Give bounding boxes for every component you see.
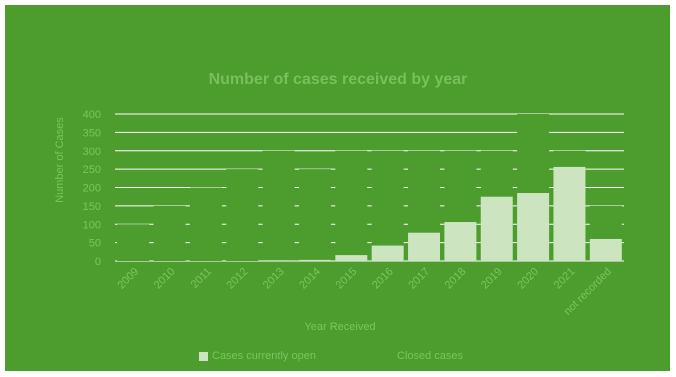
x-tick-label: 2009 xyxy=(116,266,142,292)
legend-item-open: Cases currently open xyxy=(199,350,316,362)
y-tick-label: 300 xyxy=(83,146,101,158)
legend-label-closed: Closed cases xyxy=(397,350,464,362)
x-tick-label: 2019 xyxy=(479,266,505,292)
y-axis-ticks: 0 50 100 150 200 250 300 350 400 xyxy=(83,109,101,268)
bar-closed-2011 xyxy=(189,187,222,261)
bar-closed-2013 xyxy=(262,150,295,261)
bar-open-2018 xyxy=(444,222,477,261)
x-axis-ticks: 2009 2010 2011 2012 2013 2014 2015 2016 2017 2018… xyxy=(116,266,614,318)
x-tick-label: 2020 xyxy=(515,266,541,292)
bar-open-2019 xyxy=(480,196,513,261)
bar-closed-2009 xyxy=(117,224,150,261)
bar-closed-2014 xyxy=(298,169,331,261)
legend-item-closed: Closed cases xyxy=(384,350,463,362)
legend: Cases currently open Closed cases xyxy=(0,350,676,366)
bar-closed-2016 xyxy=(371,150,404,261)
bar-open-not-recorded xyxy=(589,238,622,261)
y-tick-label: 0 xyxy=(95,256,101,268)
chart-title: Number of cases received by year xyxy=(208,71,468,88)
y-tick-label: 50 xyxy=(89,238,101,250)
bar-open-2015 xyxy=(335,255,368,261)
x-tick-label: 2010 xyxy=(152,266,178,292)
legend-swatch-open xyxy=(199,351,208,361)
bar-open-2021 xyxy=(553,166,586,261)
legend-swatch-closed xyxy=(384,351,393,361)
x-tick-label: 2018 xyxy=(443,266,469,292)
bar-closed-2010 xyxy=(153,205,186,261)
y-tick-label: 100 xyxy=(83,219,101,231)
x-tick-label: 2017 xyxy=(406,266,432,292)
x-tick-label: 2011 xyxy=(189,266,214,291)
x-tick-label: 2014 xyxy=(297,266,323,292)
x-tick-label: 2013 xyxy=(261,266,287,292)
x-tick-label: 2016 xyxy=(370,266,396,292)
y-tick-label: 150 xyxy=(83,201,101,213)
bar-open-2017 xyxy=(408,232,441,261)
x-tick-label: 2012 xyxy=(225,266,251,292)
y-tick-label: 250 xyxy=(83,164,101,176)
x-tick-label: 2021 xyxy=(552,266,578,292)
bar-closed-2015 xyxy=(335,150,368,261)
x-tick-label: 2015 xyxy=(334,266,360,292)
x-axis-title: Year Received xyxy=(304,321,375,333)
y-tick-label: 200 xyxy=(83,183,101,195)
bar-closed-2012 xyxy=(226,169,259,261)
bar-open-2020 xyxy=(517,193,550,261)
y-axis-title: Number of Cases xyxy=(54,117,66,203)
y-tick-label: 400 xyxy=(83,109,101,121)
y-tick-label: 350 xyxy=(83,127,101,139)
open-series xyxy=(262,166,622,261)
bar-open-2016 xyxy=(371,245,404,261)
legend-label-open: Cases currently open xyxy=(212,350,316,362)
bar-open-2013 xyxy=(262,260,295,261)
bar-open-2014 xyxy=(298,259,331,261)
